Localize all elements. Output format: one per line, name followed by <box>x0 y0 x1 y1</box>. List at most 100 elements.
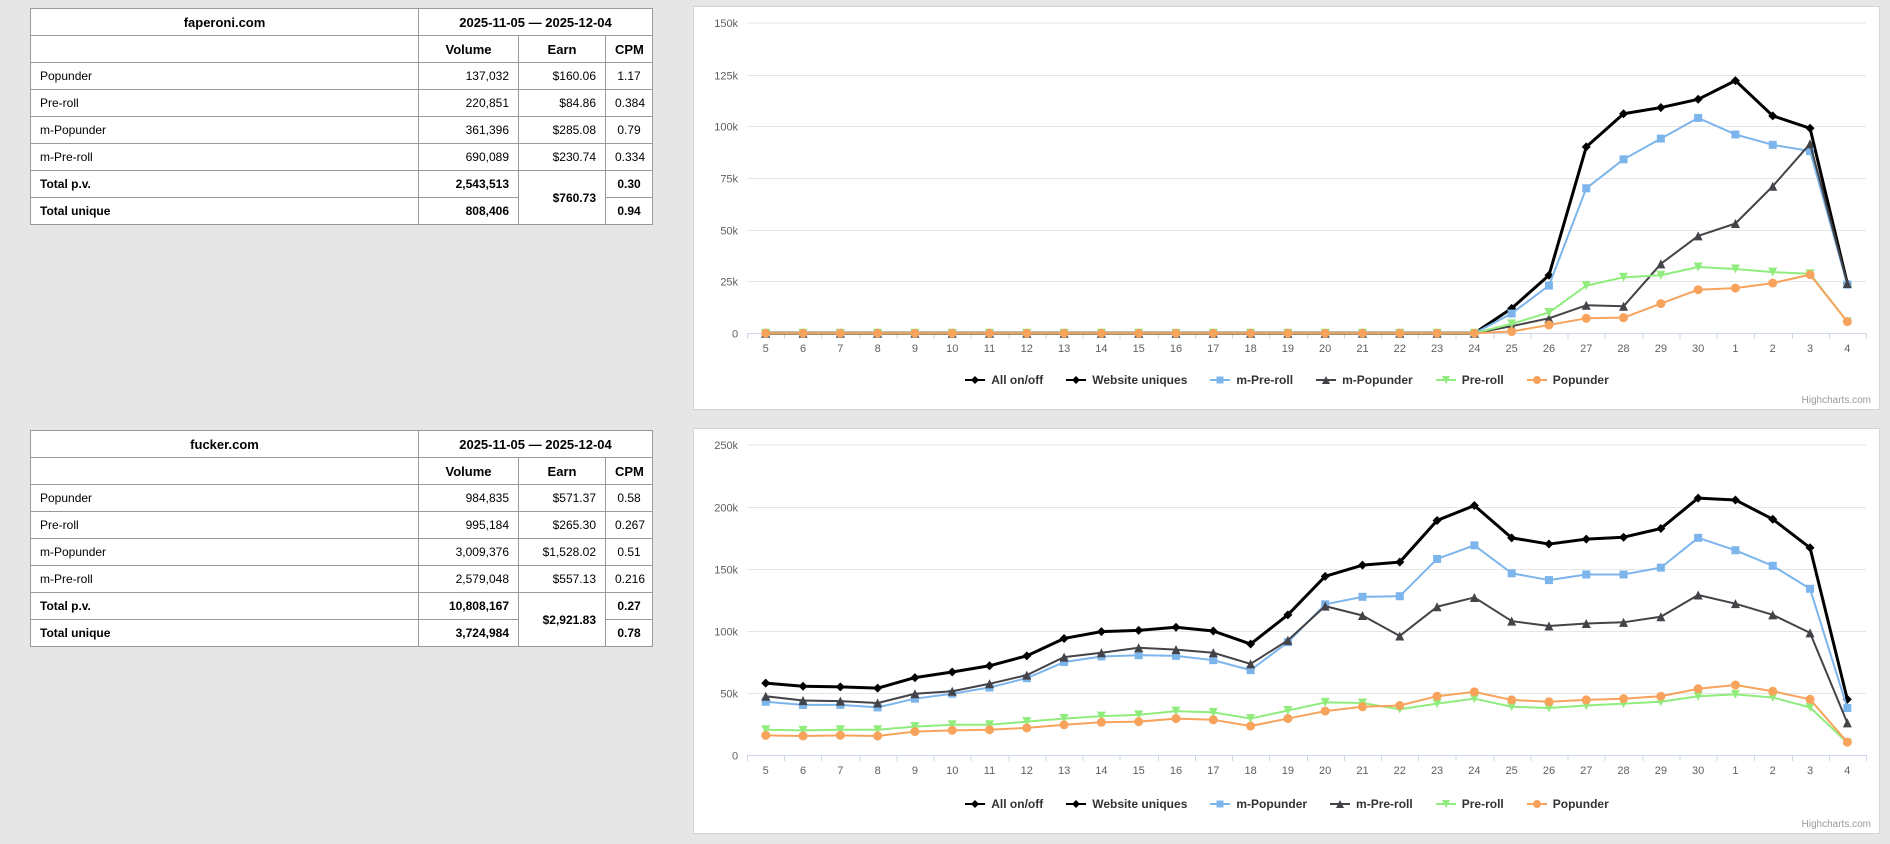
y-axis-label: 200k <box>714 502 738 514</box>
circle-marker <box>1693 684 1703 694</box>
highcharts-credit[interactable]: Highcharts.com <box>1801 395 1871 406</box>
x-axis-label: 27 <box>1580 343 1592 355</box>
legend-item-m-pre-roll[interactable]: m-Pre-roll <box>1329 797 1413 811</box>
circle-marker <box>1208 328 1218 338</box>
x-axis-label: 28 <box>1617 765 1629 777</box>
table-row: faperoni.com 2025-11-05 — 2025-12-04 <box>30 8 653 36</box>
diamond-marker <box>1581 534 1591 544</box>
triangle-marker <box>1619 301 1629 311</box>
circle-marker <box>1768 686 1778 696</box>
circle-marker <box>1134 328 1144 338</box>
legend-item-popunder[interactable]: Popunder <box>1526 797 1609 811</box>
circle-marker <box>1320 706 1330 716</box>
metric-label: m-Pre-roll <box>30 143 419 171</box>
triangle-down-marker <box>1469 694 1479 704</box>
pre-roll-legend-marker-icon <box>1435 800 1456 808</box>
triangle-marker <box>1022 670 1032 680</box>
diamond-marker <box>1619 532 1629 542</box>
diamond-marker <box>947 667 957 677</box>
series-popunder <box>761 680 1852 747</box>
square-marker <box>761 697 770 706</box>
legend-item-pre-roll[interactable]: Pre-roll <box>1435 373 1504 387</box>
x-axis-label: 25 <box>1506 765 1518 777</box>
x-axis-label: 20 <box>1319 765 1331 777</box>
chart-legend: All on/off Website uniques m-Pre-roll m-Pop… <box>694 373 1879 387</box>
total-earn: $760.73 <box>518 170 606 225</box>
legend-item-all-on-off[interactable]: All on/off <box>964 797 1043 811</box>
square-marker <box>1768 140 1777 149</box>
triangle-marker <box>947 686 957 696</box>
circle-marker <box>1619 313 1629 323</box>
legend-item-m-popunder[interactable]: m-Popunder <box>1209 797 1307 811</box>
circle-marker <box>1208 715 1218 725</box>
legend-item-label: m-Pre-roll <box>1236 373 1294 387</box>
diamond-marker <box>1469 501 1479 511</box>
cpm-cell: 0.334 <box>605 143 653 171</box>
metric-label: Pre-roll <box>30 511 419 539</box>
square-marker <box>1171 651 1181 660</box>
legend-item-m-pre-roll[interactable]: m-Pre-roll <box>1209 373 1293 387</box>
circle-marker <box>1656 299 1666 309</box>
legend-item-website-uniques[interactable]: Website uniques <box>1065 373 1187 387</box>
m-popunder-legend-marker-icon <box>1210 800 1231 808</box>
triangle-down-marker <box>1768 267 1778 277</box>
triangle-marker <box>1059 652 1069 662</box>
y-axis-label: 0 <box>732 751 738 763</box>
highcharts-credit[interactable]: Highcharts.com <box>1801 819 1871 830</box>
triangle-marker <box>1357 610 1367 620</box>
triangle-down-marker <box>1768 692 1778 702</box>
x-axis-label: 30 <box>1692 765 1704 777</box>
legend-item-website-uniques[interactable]: Website uniques <box>1065 797 1187 811</box>
square-marker <box>1619 155 1628 164</box>
x-axis-label: 21 <box>1356 343 1368 355</box>
triangle-marker <box>1096 648 1106 658</box>
earn-cell: $557.13 <box>518 565 606 593</box>
circle-marker <box>873 328 883 338</box>
circle-marker <box>761 328 771 338</box>
triangle-marker <box>1581 619 1591 629</box>
site-name: faperoni.com <box>30 8 419 36</box>
legend-item-m-popunder[interactable]: m-Popunder <box>1315 373 1413 387</box>
square-marker <box>1358 592 1367 601</box>
metric-label: Popunder <box>30 484 419 512</box>
legend-item-popunder[interactable]: Popunder <box>1526 373 1609 387</box>
series-line <box>764 593 1849 724</box>
x-axis-label: 26 <box>1543 343 1555 355</box>
legend-item-label: All on/off <box>991 373 1044 387</box>
diamond-marker <box>798 681 808 691</box>
x-axis-label: 27 <box>1580 765 1592 777</box>
diamond-marker <box>1171 622 1181 632</box>
total-pv-cpm: 0.27 <box>605 592 653 620</box>
diamond-marker <box>835 682 845 692</box>
legend-item-all-on-off[interactable]: All on/off <box>964 373 1043 387</box>
triangle-down-marker <box>798 725 808 735</box>
circle-marker <box>1532 376 1541 384</box>
x-axis-label: 17 <box>1207 343 1219 355</box>
legend-item-label: m-Popunder <box>1236 797 1308 811</box>
x-axis-label: 20 <box>1319 343 1331 355</box>
series-website-uniques <box>761 76 1852 338</box>
triangle-marker <box>1842 279 1852 289</box>
legend-item-pre-roll[interactable]: Pre-roll <box>1435 797 1504 811</box>
circle-marker <box>761 730 771 740</box>
triangle-down-marker <box>1581 281 1591 291</box>
pre-roll-legend-marker-icon <box>1435 376 1456 384</box>
y-axis-label: 50k <box>720 226 738 238</box>
earn-cell: $285.08 <box>518 116 606 144</box>
circle-marker <box>1283 714 1293 724</box>
diamond-marker <box>1730 76 1740 86</box>
square-marker <box>1806 147 1815 156</box>
x-axis-label: 2 <box>1770 343 1776 355</box>
series-line <box>764 116 1849 335</box>
x-axis-label: 12 <box>1021 343 1033 355</box>
column-header-cpm: CPM <box>605 35 653 63</box>
legend-item-label: Website uniques <box>1092 797 1188 811</box>
circle-marker <box>1134 717 1144 727</box>
circle-marker <box>1805 270 1815 280</box>
triangle-down-marker <box>1544 308 1554 318</box>
square-marker <box>1134 651 1143 660</box>
x-axis-label: 4 <box>1844 343 1850 355</box>
x-axis-label: 8 <box>875 765 881 777</box>
triangle-down-marker <box>1432 699 1442 709</box>
circle-marker <box>1432 691 1442 701</box>
